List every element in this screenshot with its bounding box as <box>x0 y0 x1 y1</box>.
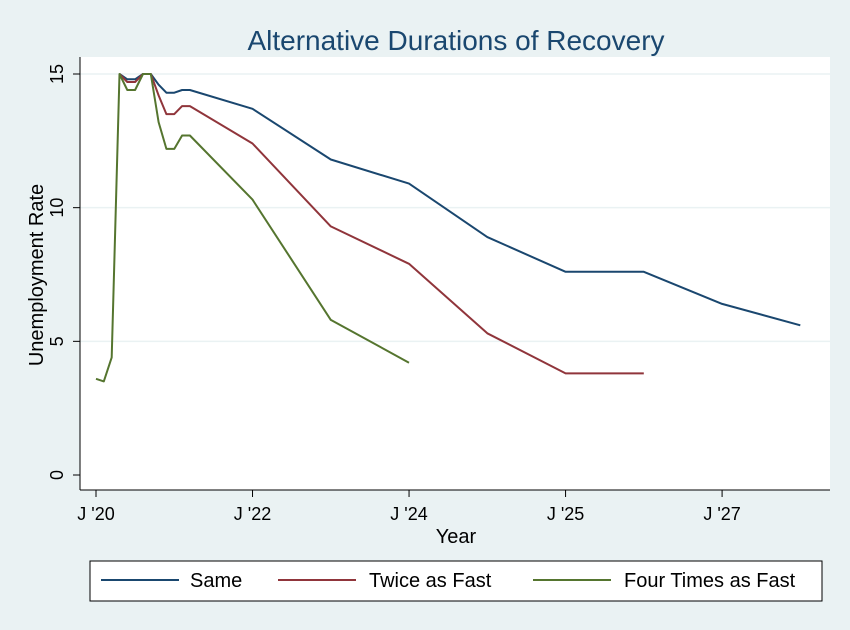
y-ticks: 0 5 10 15 <box>47 64 80 480</box>
x-tick-label: J '22 <box>234 504 271 524</box>
x-ticks: J '20 J '22 J '24 J '25 J '27 <box>77 490 741 524</box>
x-tick-label: J '27 <box>703 504 740 524</box>
series-line-2 <box>95 73 410 383</box>
y-tick-label: 15 <box>47 64 67 84</box>
chart-title: Alternative Durations of Recovery <box>247 25 664 56</box>
series-line-1 <box>118 73 644 375</box>
x-tick-label: J '20 <box>77 504 114 524</box>
legend-label-2: Four Times as Fast <box>624 570 796 592</box>
x-tick-label: J '24 <box>390 504 427 524</box>
plot-area <box>80 57 830 490</box>
y-tick-label: 0 <box>47 470 67 480</box>
x-axis-label: Year <box>436 526 477 548</box>
y-axis-label: Unemployment Rate <box>26 184 48 366</box>
legend-label-1: Twice as Fast <box>369 570 492 592</box>
x-tick-label: J '25 <box>547 504 584 524</box>
y-tick-label: 5 <box>47 336 67 346</box>
legend: Same Twice as Fast Four Times as Fast <box>89 560 823 602</box>
legend-box <box>89 560 823 602</box>
y-tick-label: 10 <box>47 198 67 218</box>
series-group <box>95 73 801 383</box>
legend-label-0: Same <box>190 570 242 592</box>
grid <box>80 73 830 343</box>
